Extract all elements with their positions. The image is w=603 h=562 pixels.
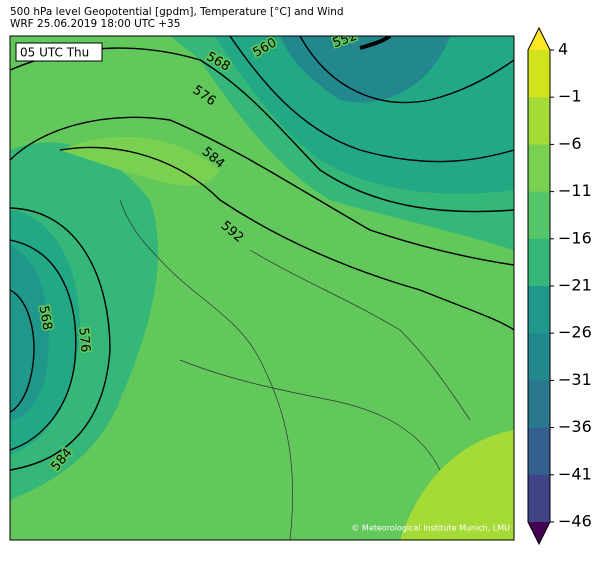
temperature-field <box>400 430 514 540</box>
colorbar-band <box>528 427 550 476</box>
colorbar-tick-label: −1 <box>558 87 582 106</box>
credit: © Meteorological Institute Munich, LMU <box>351 524 510 533</box>
colorbar-extend <box>528 28 550 50</box>
colorbar-tick-label: −11 <box>558 181 592 200</box>
map-area: 05 UTC Thu © Meteorological Institute Mu… <box>10 36 514 540</box>
colorbar-tick-label: −21 <box>558 276 592 295</box>
colorbar-band <box>528 191 550 240</box>
colorbar-extend <box>528 522 550 544</box>
colorbar-tick-label: −41 <box>558 464 592 483</box>
colorbar-tick-label: −6 <box>558 134 582 153</box>
colorbar-tick-label: 4 <box>558 40 568 59</box>
temperature-field <box>60 136 220 186</box>
colorbar-band <box>528 286 550 334</box>
map-frame <box>9 35 515 541</box>
colorbar-band <box>528 238 550 287</box>
contour-label: 568 <box>35 304 54 331</box>
temperature-field <box>215 36 514 194</box>
temperature-field <box>10 245 49 420</box>
colorbar-band <box>528 380 550 429</box>
colorbar-band <box>528 97 550 145</box>
colorbar-tick-label: −46 <box>558 512 592 531</box>
time-label: 05 UTC Thu <box>20 46 89 60</box>
geopotential-contours <box>10 36 514 471</box>
borders <box>119 199 471 540</box>
colorbar-band <box>528 474 550 523</box>
title: 500 hPa level Geopotential [gpdm], Tempe… <box>10 6 344 18</box>
colorbar-band <box>528 50 550 98</box>
colorbar-tick-label: −26 <box>558 323 592 342</box>
colorbar-tick-label: −36 <box>558 417 592 436</box>
colorbar-tick-label: −31 <box>558 370 592 389</box>
colorbar-band <box>528 333 550 381</box>
colorbar-tick-label: −16 <box>558 228 592 247</box>
subtitle: WRF 25.06.2019 18:00 UTC +35 <box>10 18 180 30</box>
time-box <box>15 42 103 62</box>
colorbar-band <box>528 144 550 193</box>
contour-label: 576 <box>75 327 92 353</box>
temperature-field <box>280 36 450 103</box>
